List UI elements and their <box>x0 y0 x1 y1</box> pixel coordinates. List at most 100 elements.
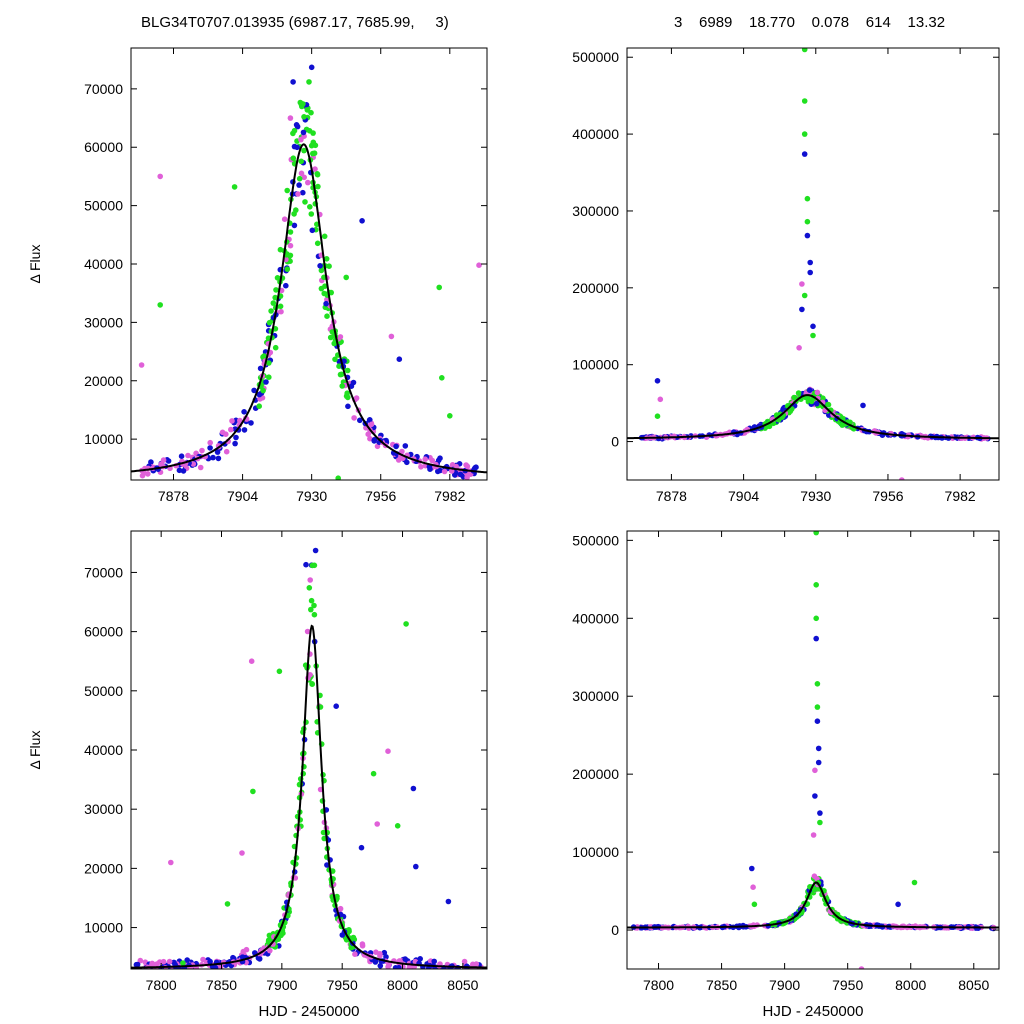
data-point-green <box>309 681 315 687</box>
data-point-green <box>801 131 808 137</box>
data-point-magenta <box>157 173 163 180</box>
data-point-green <box>813 615 819 622</box>
plot-frame <box>626 530 1000 970</box>
x-tick-label: 7900 <box>266 977 297 993</box>
data-point-magenta <box>295 191 301 197</box>
y-tick-label: 20000 <box>84 373 123 389</box>
data-point-blue <box>895 901 901 908</box>
data-point-green <box>311 602 317 609</box>
data-point-green <box>337 371 344 378</box>
data-point-blue <box>309 227 316 234</box>
data-point-blue <box>333 703 340 709</box>
data-point-green <box>296 175 303 182</box>
data-point-green <box>344 367 351 374</box>
y-tick-label: 30000 <box>84 314 123 330</box>
data-point-green <box>332 356 338 363</box>
data-point-blue <box>431 958 438 965</box>
data-point-blue <box>437 467 443 474</box>
data-point-magenta <box>353 395 360 401</box>
x-tick-label: 7956 <box>365 488 396 504</box>
y-tick-label: 20000 <box>84 860 123 876</box>
data-point-blue <box>402 443 409 449</box>
data-point-magenta <box>190 461 197 467</box>
data-point-green <box>336 363 342 370</box>
model-curve <box>627 394 999 440</box>
data-point-blue <box>807 269 813 276</box>
data-point-green <box>287 229 294 235</box>
data-point-green <box>266 360 272 366</box>
y-tick-label: 50000 <box>84 683 123 699</box>
plot-area <box>131 64 487 480</box>
data-point-magenta <box>168 859 174 866</box>
data-point-magenta <box>429 457 436 464</box>
data-point-green <box>839 422 846 428</box>
data-point-green <box>306 585 313 591</box>
data-point-blue <box>251 387 257 394</box>
panel-top-left: 7878 7904 7930 7956 7982 10000 20000 30000 40000… <box>27 47 488 504</box>
data-point-magenta <box>337 905 344 912</box>
data-point-green <box>311 150 318 156</box>
data-point-magenta <box>476 262 482 269</box>
data-point-green <box>314 171 321 177</box>
data-point-blue <box>810 323 816 330</box>
data-point-magenta <box>154 961 160 967</box>
data-point-green <box>308 606 314 613</box>
data-point-green <box>323 255 330 262</box>
data-point-blue <box>860 402 866 409</box>
data-point-blue <box>215 455 222 462</box>
data-point-blue <box>207 958 213 965</box>
data-point-blue <box>807 259 813 266</box>
data-point-blue <box>413 863 419 870</box>
data-point-magenta <box>464 463 471 470</box>
data-point-green <box>447 413 453 419</box>
data-point-blue <box>317 263 323 269</box>
data-point-magenta <box>200 956 206 963</box>
data-point-blue <box>357 417 363 424</box>
x-tick-label: 7950 <box>832 977 863 993</box>
data-point-blue <box>241 409 247 415</box>
y-tick-label: 70000 <box>84 564 123 580</box>
data-point-green <box>266 374 272 381</box>
data-point-blue <box>372 959 379 965</box>
data-point-blue <box>358 844 365 851</box>
y-tick-label: 500000 <box>572 532 619 548</box>
data-point-green <box>268 308 274 314</box>
data-point-blue <box>323 300 329 307</box>
data-point-green <box>436 284 443 291</box>
x-tick-label: 8000 <box>387 977 418 993</box>
data-point-blue <box>345 403 351 410</box>
y-tick-label: 200000 <box>572 280 619 296</box>
data-point-green <box>301 114 307 120</box>
plot-area <box>627 48 999 480</box>
x-tick-label: 7982 <box>434 488 465 504</box>
y-tick-label: 500000 <box>572 49 619 65</box>
data-point-blue <box>283 282 289 289</box>
data-point-green <box>344 390 351 397</box>
y-tick-label: 10000 <box>84 920 123 936</box>
data-point-green <box>346 928 352 935</box>
data-point-magenta <box>337 334 344 340</box>
data-point-green <box>298 158 305 165</box>
data-point-magenta <box>365 431 372 438</box>
data-point-magenta <box>137 957 144 964</box>
x-tick-label: 8050 <box>447 977 478 993</box>
data-point-blue <box>350 379 357 386</box>
data-point-green <box>287 258 293 265</box>
data-point-blue <box>256 391 263 398</box>
data-point-green <box>321 233 328 240</box>
data-point-magenta <box>406 964 413 969</box>
data-point-green <box>345 394 351 401</box>
data-point-blue <box>210 454 216 461</box>
data-point-green <box>820 395 826 402</box>
data-point-green <box>801 48 808 53</box>
data-point-green <box>335 475 341 480</box>
data-point-blue <box>293 122 300 128</box>
data-point-green <box>306 79 312 85</box>
y-axis-label: Δ Flux <box>27 245 43 284</box>
y-tick-label: 30000 <box>84 801 123 817</box>
data-point-magenta <box>814 389 821 396</box>
data-point-blue <box>396 356 403 363</box>
y-tick-label: 400000 <box>572 126 619 142</box>
data-point-blue <box>435 457 442 464</box>
data-point-green <box>272 344 279 351</box>
